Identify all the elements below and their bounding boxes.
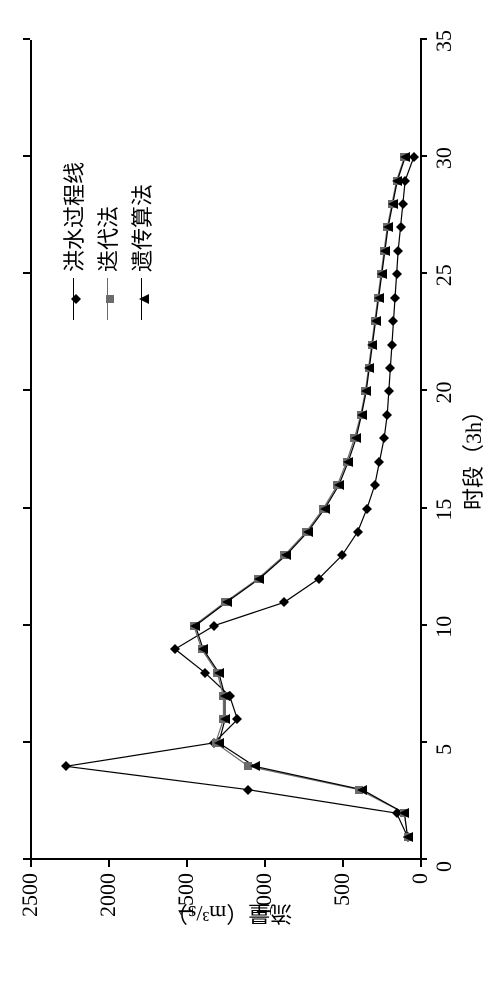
diamond-icon: [390, 293, 400, 303]
chart-canvas: 洪水过程线 迭代法 遗传算法 时段（3h） 流量（m³/s） 051015202…: [0, 0, 504, 1000]
triangle-icon: [364, 363, 374, 373]
diamond-icon: [409, 152, 419, 162]
triangle-icon: [399, 808, 409, 818]
diamond-icon: [392, 269, 402, 279]
triangle-icon: [357, 410, 367, 420]
diamond-icon: [200, 668, 210, 678]
diamond-icon: [396, 222, 406, 232]
diamond-icon: [243, 785, 253, 795]
diamond-icon: [209, 621, 219, 631]
triangle-icon: [250, 761, 260, 771]
diamond-icon: [370, 480, 380, 490]
triangle-icon: [400, 152, 410, 162]
triangle-icon: [371, 316, 381, 326]
diamond-icon: [398, 199, 408, 209]
diamond-icon: [388, 316, 398, 326]
diamond-icon: [362, 504, 372, 514]
figure: 洪水过程线 迭代法 遗传算法 时段（3h） 流量（m³/s） 051015202…: [0, 0, 504, 1000]
triangle-icon: [214, 668, 224, 678]
triangle-icon: [377, 269, 387, 279]
diamond-icon: [384, 386, 394, 396]
triangle-icon: [343, 457, 353, 467]
triangle-icon: [220, 691, 230, 701]
triangle-icon: [198, 644, 208, 654]
diamond-icon: [387, 340, 397, 350]
triangle-icon: [214, 738, 224, 748]
diamond-icon: [232, 714, 242, 724]
triangle-icon: [357, 785, 367, 795]
diamond-icon: [61, 761, 71, 771]
diamond-icon: [170, 644, 180, 654]
triangle-icon: [334, 480, 344, 490]
diamond-icon: [382, 410, 392, 420]
triangle-icon: [383, 222, 393, 232]
triangle-icon: [403, 832, 413, 842]
diamond-icon: [353, 527, 363, 537]
triangle-icon: [190, 621, 200, 631]
triangle-icon: [374, 293, 384, 303]
triangle-icon: [254, 574, 264, 584]
triangle-icon: [281, 550, 291, 560]
triangle-icon: [392, 176, 402, 186]
diamond-icon: [393, 246, 403, 256]
triangle-icon: [361, 386, 371, 396]
triangle-icon: [351, 433, 361, 443]
triangle-icon: [380, 246, 390, 256]
diamond-icon: [374, 457, 384, 467]
triangle-icon: [388, 199, 398, 209]
triangle-icon: [367, 340, 377, 350]
diamond-icon: [385, 363, 395, 373]
triangle-icon: [303, 527, 313, 537]
triangle-icon: [222, 597, 232, 607]
diamond-icon: [314, 574, 324, 584]
diamond-icon: [379, 433, 389, 443]
triangle-icon: [320, 504, 330, 514]
diamond-icon: [337, 550, 347, 560]
triangle-icon: [220, 714, 230, 724]
diamond-icon: [279, 597, 289, 607]
